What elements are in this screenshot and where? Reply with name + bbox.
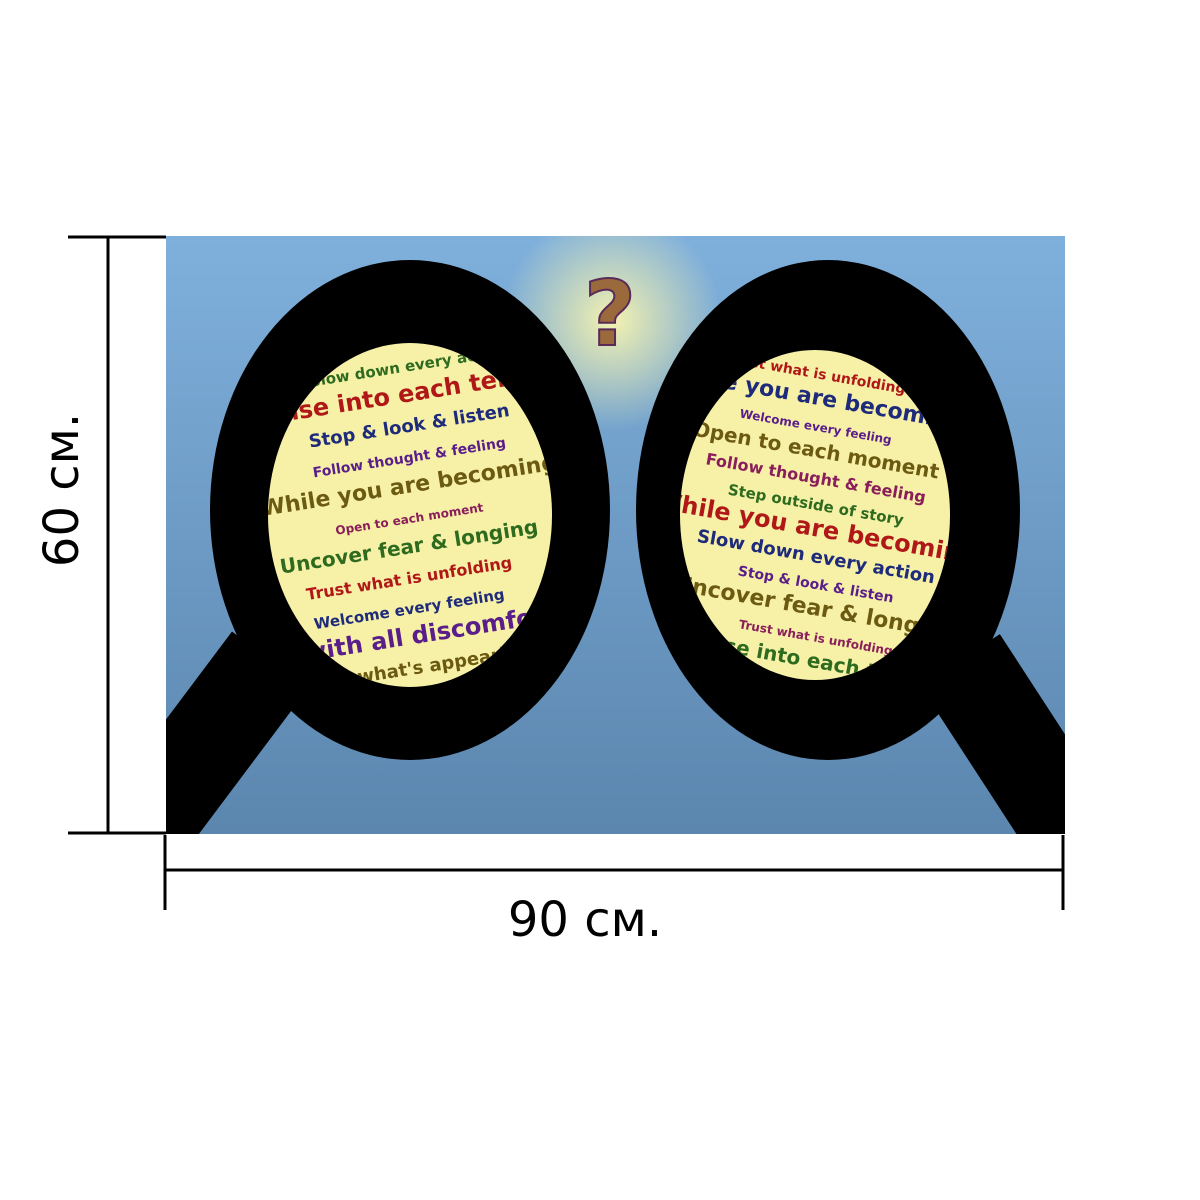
lens [268,343,552,687]
dimension-lines [68,235,1065,910]
handle [166,631,308,834]
lens [680,350,950,680]
question-mark: ? [584,262,636,367]
height-label: 60 см. [34,413,90,567]
width-label: 90 см. [508,892,662,948]
handle [920,634,1065,834]
